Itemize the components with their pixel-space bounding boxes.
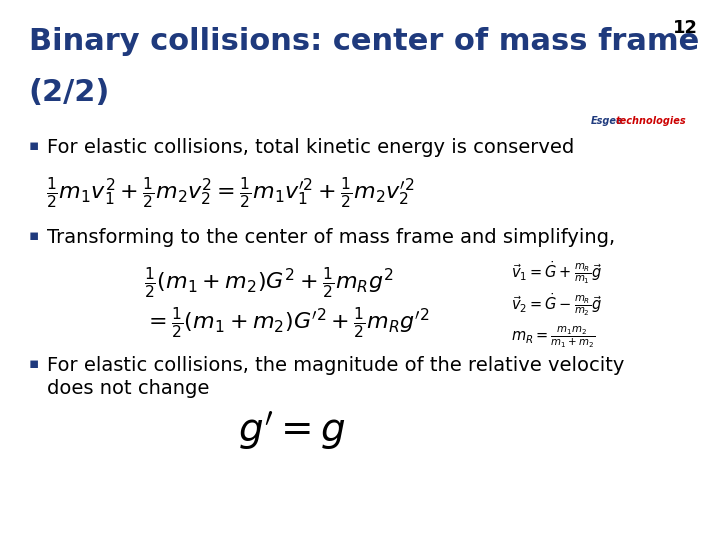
Text: $\frac{1}{2}m_1v_1^2 + \frac{1}{2}m_2v_2^2 = \frac{1}{2}m_1v_1^{\prime 2} + \fra: $\frac{1}{2}m_1v_1^2 + \frac{1}{2}m_2v_2… bbox=[46, 176, 415, 211]
Text: For elastic collisions, the magnitude of the relative velocity: For elastic collisions, the magnitude of… bbox=[47, 356, 624, 375]
Text: $\vec{v}_2 = \dot{G} - \frac{m_R}{m_2}\vec{g}$: $\vec{v}_2 = \dot{G} - \frac{m_R}{m_2}\v… bbox=[511, 292, 602, 319]
Text: $g' = g$: $g' = g$ bbox=[238, 410, 346, 453]
Text: $\vec{v}_1 = \dot{G} + \frac{m_R}{m_1}\vec{g}$: $\vec{v}_1 = \dot{G} + \frac{m_R}{m_1}\v… bbox=[511, 259, 602, 286]
Text: ▪: ▪ bbox=[29, 138, 39, 153]
Text: Transforming to the center of mass frame and simplifying,: Transforming to the center of mass frame… bbox=[47, 228, 615, 247]
Text: technologies: technologies bbox=[616, 117, 686, 126]
Text: Binary collisions: center of mass frame: Binary collisions: center of mass frame bbox=[29, 27, 699, 56]
Text: ▪: ▪ bbox=[29, 228, 39, 243]
Text: $m_R = \frac{m_1 m_2}{m_1+m_2}$: $m_R = \frac{m_1 m_2}{m_1+m_2}$ bbox=[511, 324, 595, 349]
Text: For elastic collisions, total kinetic energy is conserved: For elastic collisions, total kinetic en… bbox=[47, 138, 574, 157]
Text: $= \frac{1}{2}(m_1+m_2)G^{\prime 2} + \frac{1}{2}m_R g^{\prime 2}$: $= \frac{1}{2}(m_1+m_2)G^{\prime 2} + \f… bbox=[144, 305, 429, 340]
Text: (2/2): (2/2) bbox=[29, 78, 110, 107]
Text: does not change: does not change bbox=[47, 379, 210, 398]
Text: ▪: ▪ bbox=[29, 356, 39, 372]
Text: 12: 12 bbox=[673, 19, 698, 37]
Text: Esgee: Esgee bbox=[590, 117, 623, 126]
Text: $\frac{1}{2}(m_1+m_2)G^2 + \frac{1}{2}m_R g^2$: $\frac{1}{2}(m_1+m_2)G^2 + \frac{1}{2}m_… bbox=[144, 265, 393, 300]
